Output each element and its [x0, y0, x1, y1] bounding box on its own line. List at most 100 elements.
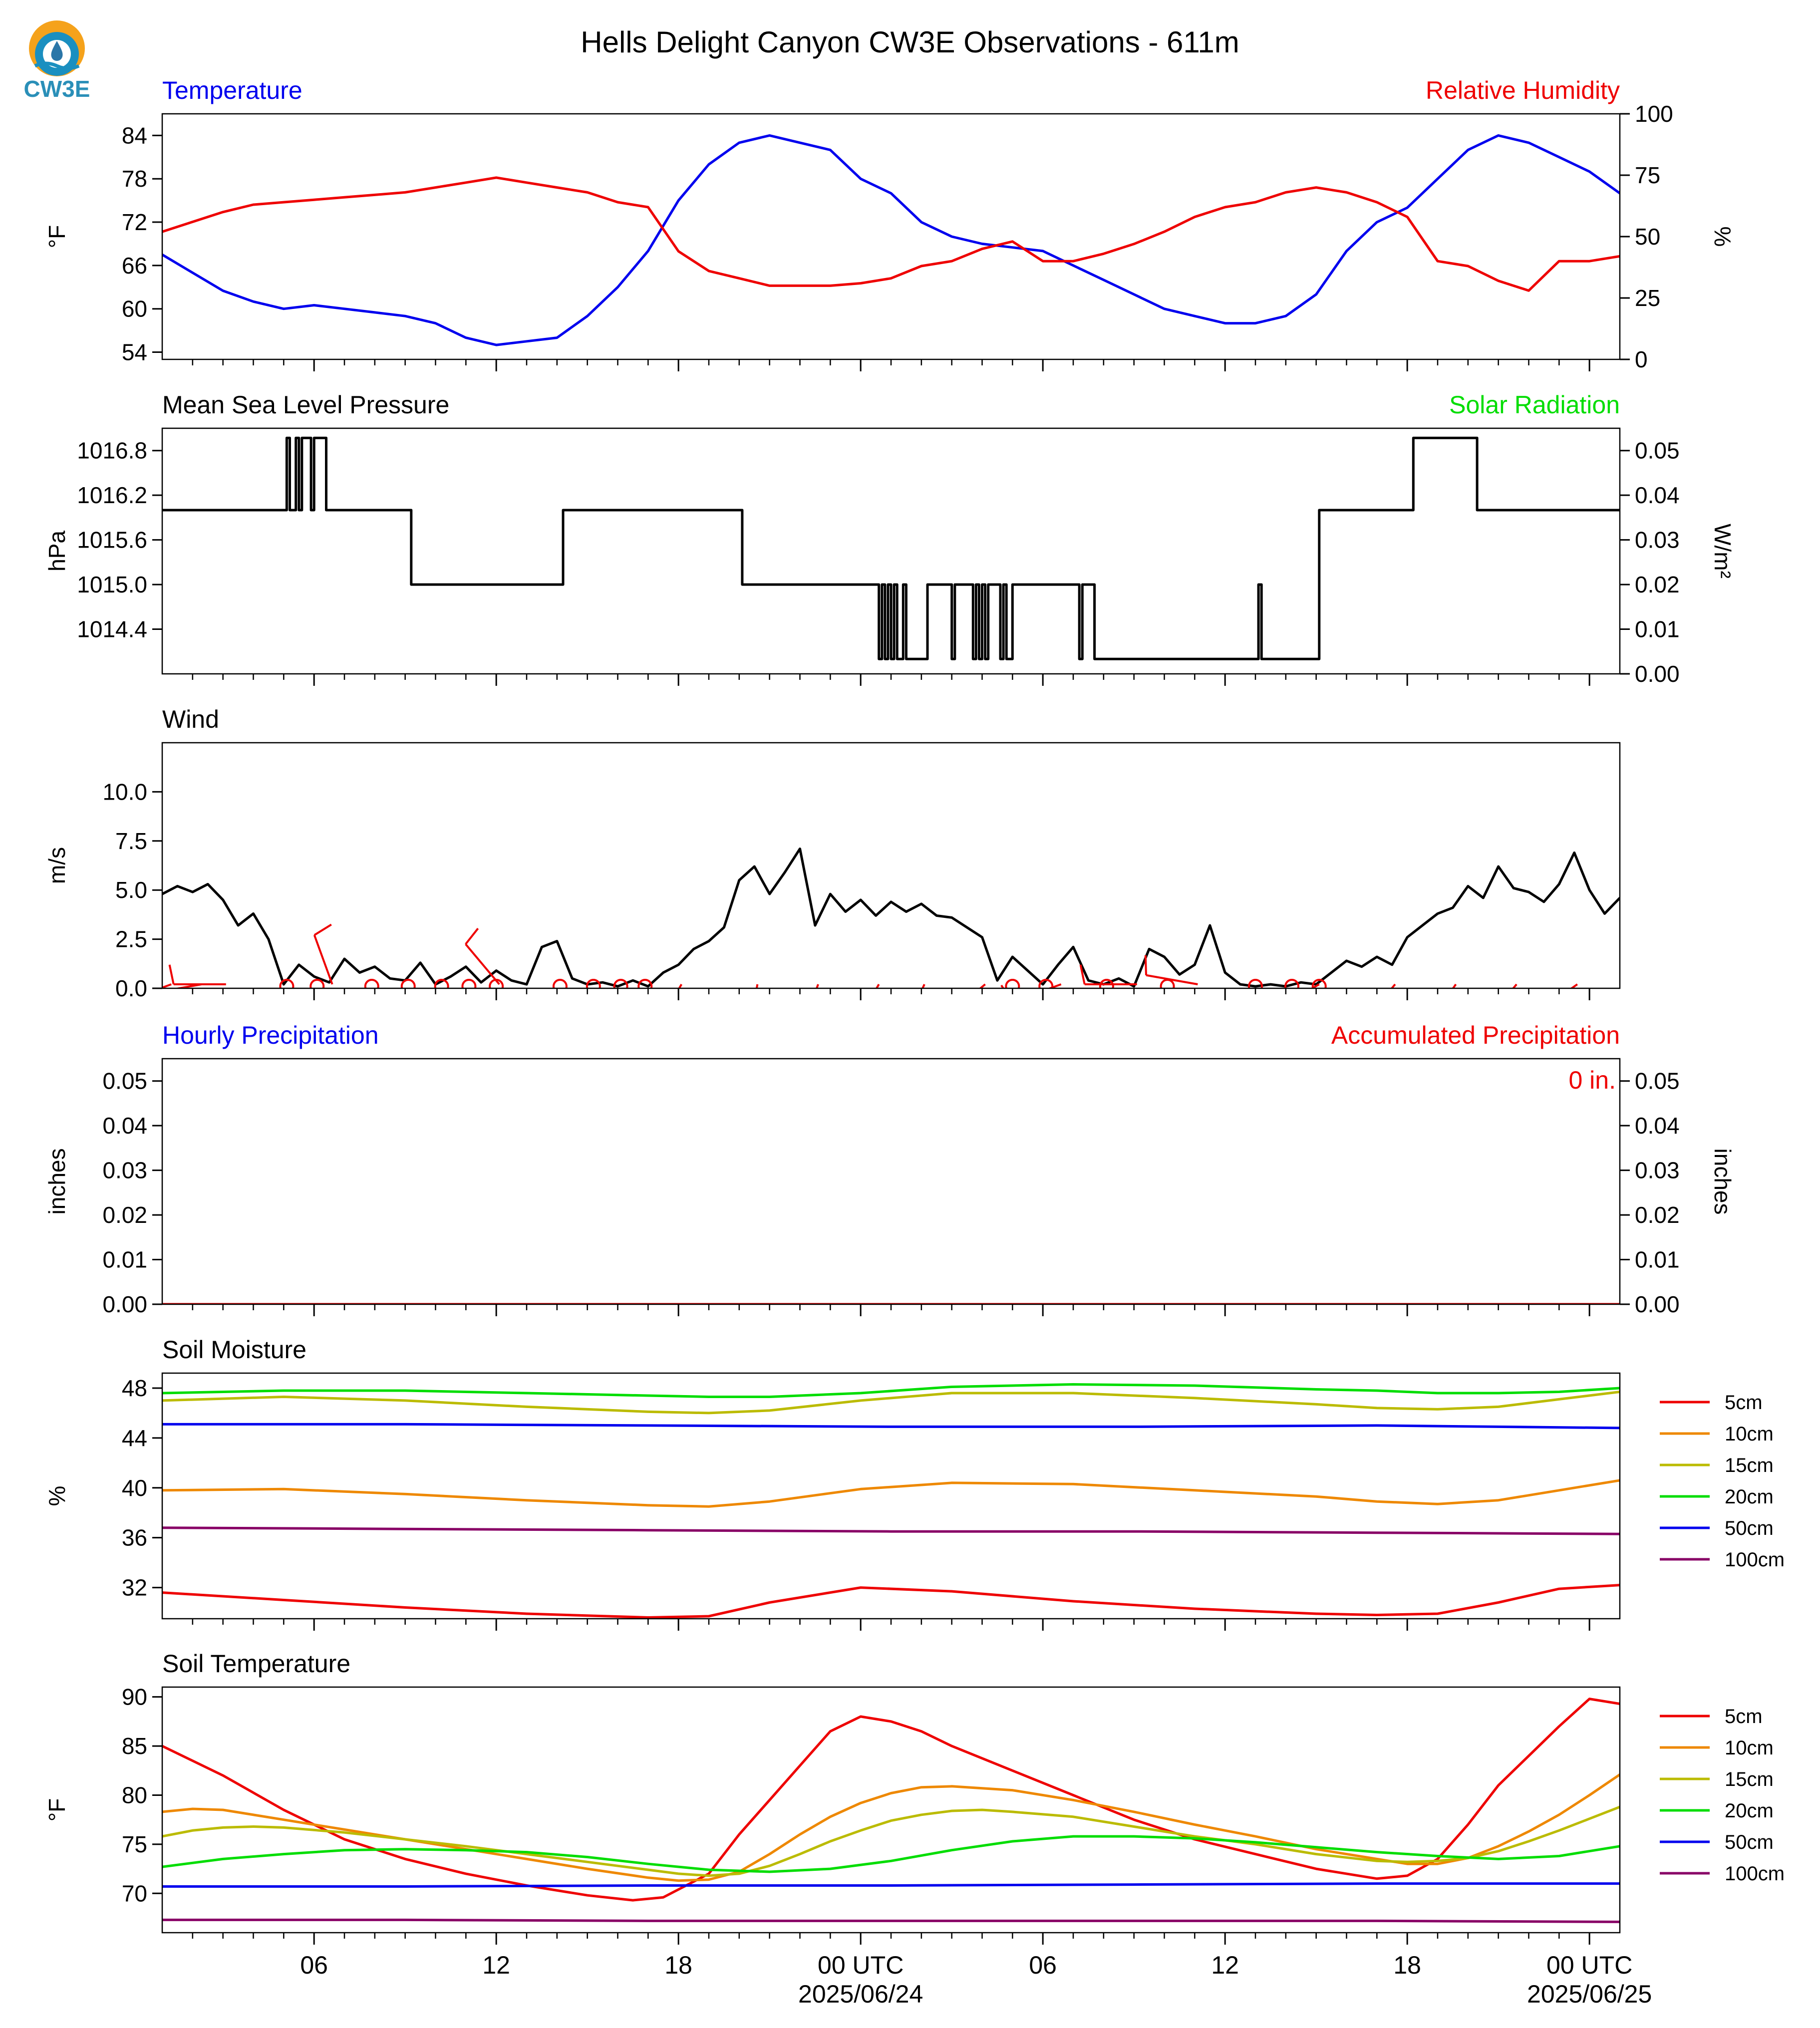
- wind-barb: [465, 927, 500, 985]
- series-line-50cm: [162, 1423, 1620, 1430]
- panel-frame: [161, 1372, 1621, 1620]
- y-tick-label: 40: [122, 1475, 147, 1501]
- wind-calm-circle: [637, 979, 653, 988]
- series-line-20cm: [162, 1383, 1620, 1398]
- wind-calm-circle: [461, 979, 477, 988]
- series-line-temperature: [162, 134, 1620, 346]
- wind-calm-circle: [1038, 979, 1054, 988]
- panel-1: Temperature Relative Humidity 54 60 66 72 78 84…: [44, 76, 1736, 372]
- y-tick-label: 32: [122, 1575, 147, 1601]
- y-tick-label: 75: [122, 1831, 147, 1857]
- y-tick-label: 60: [122, 296, 147, 322]
- y-tick-label: 5.0: [115, 877, 147, 903]
- wind-calm-circle: [1160, 979, 1175, 988]
- series-line-5cm: [162, 1698, 1620, 1902]
- series-line-15cm: [162, 1805, 1620, 1877]
- y-tick-label: 0.00: [102, 1291, 147, 1317]
- y-tick-label-right: 0.05: [1635, 438, 1680, 464]
- series-group: [162, 436, 1620, 660]
- y-tick-label: 78: [122, 166, 147, 192]
- y-tick-label-right: 0.00: [1635, 661, 1680, 687]
- y-tick-label-right: 0: [1635, 346, 1648, 372]
- y-axis-label-right: %: [1710, 227, 1736, 247]
- x-tick-label: 18: [1393, 1951, 1421, 1979]
- y-tick-label: 0.01: [102, 1247, 147, 1273]
- series-line-50cm: [162, 1882, 1620, 1888]
- wind-calm-circle: [1311, 979, 1327, 988]
- y-tick-label: 54: [122, 339, 147, 365]
- y-tick-label: 10.0: [102, 779, 147, 805]
- y-tick-label: 36: [122, 1525, 147, 1551]
- x-tick-date: 2025/06/24: [798, 1980, 923, 2008]
- series-line-5cm: [162, 1584, 1620, 1619]
- y-tick-label-right: 50: [1635, 224, 1660, 250]
- panel-frame: [161, 1686, 1621, 1934]
- panel-title: Hourly Precipitation: [162, 1021, 379, 1049]
- y-tick-label-right: 0.04: [1635, 1113, 1680, 1139]
- logo-text: CW3E: [24, 76, 90, 102]
- x-tick-label: 12: [1211, 1951, 1239, 1979]
- panel-frame: [161, 113, 1621, 360]
- y-axis-label-right: W/m²: [1710, 524, 1736, 579]
- y-tick-label: 0.0: [115, 975, 147, 1001]
- legend-label: 5cm: [1725, 1392, 1763, 1414]
- y-tick-label-right: 100: [1635, 101, 1673, 127]
- y-tick-label: 1015.6: [77, 527, 147, 553]
- y-tick-label: 66: [122, 253, 147, 279]
- x-tick-label: 06: [1029, 1951, 1057, 1979]
- y-tick-label: 80: [122, 1782, 147, 1808]
- y-tick-label: 2.5: [115, 926, 147, 952]
- wind-barb: [1079, 964, 1137, 985]
- page-title: Hells Delight Canyon CW3E Observations -…: [581, 25, 1239, 59]
- series-group: [162, 1698, 1620, 1923]
- panel-frame: [161, 427, 1621, 675]
- wind-calm-circle: [1284, 979, 1299, 988]
- y-axis-label: °F: [44, 225, 70, 249]
- y-axis-label-right: inches: [1710, 1149, 1736, 1215]
- wind-barb: [313, 923, 333, 985]
- legend-label: 15cm: [1725, 1454, 1774, 1476]
- x-tick-date: 2025/06/25: [1527, 1980, 1652, 2008]
- wind-barb-staff: [162, 983, 172, 988]
- series-group: [162, 1383, 1620, 1619]
- y-tick-label: 90: [122, 1684, 147, 1710]
- y-axis-label: inches: [44, 1149, 70, 1215]
- series-group: [162, 848, 1620, 988]
- y-tick-label: 44: [122, 1425, 147, 1451]
- y-tick-label-right: 0.02: [1635, 572, 1680, 597]
- cw3e-logo: CW3E: [24, 20, 90, 102]
- wind-calm-circle: [1248, 979, 1263, 988]
- series-line-100cm: [162, 1526, 1620, 1535]
- panel-frame: [161, 742, 1621, 989]
- wind-calm-circle: [279, 979, 295, 988]
- wind-calm-circle: [613, 979, 628, 988]
- panel-title: Temperature: [162, 76, 303, 104]
- y-tick-label: 1016.8: [77, 438, 147, 464]
- y-tick-label: 48: [122, 1375, 147, 1401]
- x-tick-label: 00 UTC: [1546, 1951, 1632, 1979]
- y-tick-label: 0.04: [102, 1113, 147, 1139]
- panel-4: Hourly Precipitation Accumulated Precipit…: [44, 1021, 1736, 1317]
- accumulated-total: 0 in.: [1568, 1066, 1616, 1094]
- y-tick-label: 7.5: [115, 828, 147, 854]
- series-line-100cm: [162, 1918, 1620, 1923]
- wind-barb-staff: [465, 943, 500, 985]
- x-tick-label: 18: [664, 1951, 692, 1979]
- wind-barb-staff: [1146, 974, 1198, 985]
- y-tick-label: 1015.0: [77, 572, 147, 597]
- legend-label: 10cm: [1725, 1737, 1774, 1759]
- legend-label: 100cm: [1725, 1863, 1785, 1885]
- y-tick-label-right: 0.04: [1635, 482, 1680, 508]
- y-tick-label: 72: [122, 209, 147, 235]
- y-tick-label: 1016.2: [77, 482, 147, 508]
- y-tick-label-right: 0.03: [1635, 527, 1680, 553]
- wind-calm-circle: [586, 979, 601, 988]
- wind-barb: [162, 983, 172, 988]
- series-line-relative-humidity: [162, 176, 1620, 292]
- x-tick-label: 12: [482, 1951, 510, 1979]
- y-tick-label: 84: [122, 122, 147, 148]
- wind-barb-staff: [173, 983, 202, 988]
- wind-calm-circle: [552, 979, 568, 988]
